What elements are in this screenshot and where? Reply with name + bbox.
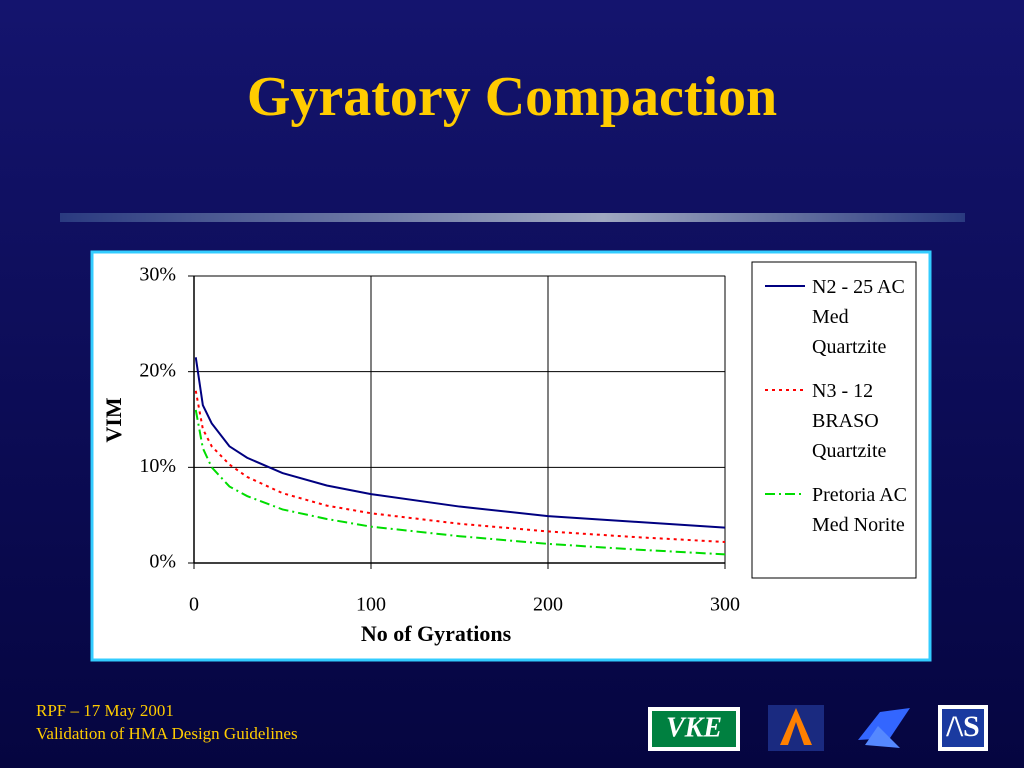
footer-line: Validation of HMA Design Guidelines <box>36 724 298 743</box>
series-line <box>194 390 726 543</box>
plot-area <box>193 275 726 564</box>
series-line <box>194 409 726 556</box>
logos: VKE /\S <box>648 705 988 751</box>
legend-item: Pretoria AC Med Norite <box>812 484 907 536</box>
divider <box>60 213 965 222</box>
y-tick-label: 30% <box>139 264 176 286</box>
y-axis-label: VIM <box>101 397 126 442</box>
x-tick-label: 200 <box>533 594 563 616</box>
legend-label: N2 - 25 AC Med Quartzite <box>812 276 905 358</box>
legend-label: Pretoria AC Med Norite <box>812 484 907 536</box>
y-tick-label: 10% <box>139 455 176 477</box>
logo <box>942 709 984 747</box>
legend-item: N2 - 25 AC Med Quartzite <box>812 276 905 358</box>
x-tick-label: 300 <box>710 594 740 616</box>
y-tick-label: 20% <box>139 359 176 381</box>
logo <box>652 711 736 747</box>
legend-label: N3 - 12 BRASO Quartzite <box>812 380 887 462</box>
logo <box>788 722 804 745</box>
x-tick-label: 100 <box>356 594 386 616</box>
x-axis-label: No of Gyrations <box>361 621 512 646</box>
logo-text: VKE <box>666 712 722 743</box>
series-line <box>194 357 726 529</box>
legend-box <box>751 261 917 579</box>
y-tick-label: 0% <box>149 551 176 573</box>
slide-title: Gyratory Compaction <box>247 66 777 128</box>
logo <box>865 726 900 748</box>
footer-line: RPF – 17 May 2001 <box>36 701 174 720</box>
x-tick-label: 0 <box>189 594 199 616</box>
logo <box>858 708 910 740</box>
logo-mark: /\S <box>945 710 979 743</box>
legend-item: N3 - 12 BRASO Quartzite <box>812 380 887 462</box>
